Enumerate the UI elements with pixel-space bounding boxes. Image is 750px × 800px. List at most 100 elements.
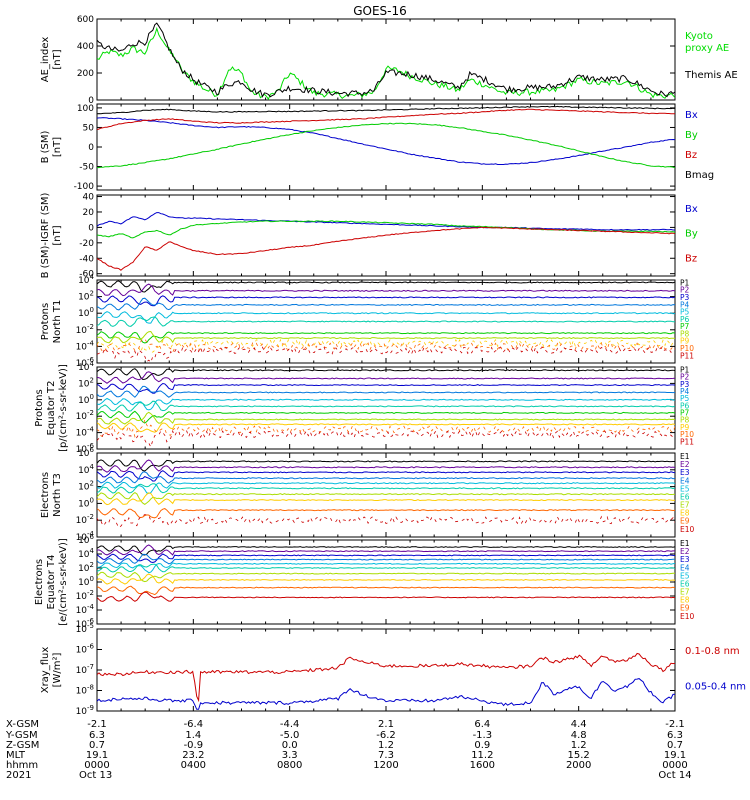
footer-value: 19.1 (664, 750, 686, 761)
footer-value: 2000 (566, 760, 591, 771)
channel-p3 (97, 295, 675, 307)
footer-value: 2.1 (378, 719, 394, 730)
footer-value: -6.2 (376, 730, 396, 741)
footer-value: -2.1 (665, 719, 685, 730)
y-tick-label: 0 (88, 223, 94, 233)
y-axis-label: AE_index [nT] (40, 37, 63, 83)
legend-0-1-0-8-nm: 0.1-0.8 nm (685, 646, 740, 657)
legend-kyoto: Kyoto (685, 31, 713, 42)
plot-area (97, 280, 675, 363)
footer-value: -0.9 (184, 740, 204, 751)
channel-p8 (97, 411, 675, 425)
channel-p2 (97, 283, 675, 297)
footer-value: 1.2 (571, 740, 587, 751)
y-tick-label: 104 (78, 360, 94, 373)
footer-value: 0400 (181, 760, 206, 771)
legend-e5: E5 (680, 571, 690, 580)
footer-value: Oct 13 (79, 770, 112, 781)
y-tick-label: 10-6 (76, 617, 95, 630)
y-tick-label: 200 (77, 69, 94, 79)
channel-p4 (97, 297, 675, 311)
y-tick-label: 104 (78, 463, 94, 476)
chart-title: GOES-16 (353, 4, 407, 18)
y-tick-label: 10-2 (76, 409, 94, 422)
channel-e2 (97, 544, 675, 556)
footer-value: 1.4 (185, 730, 201, 741)
y-tick-label: -100 (74, 182, 95, 192)
legend-e9: E9 (680, 604, 690, 613)
legend-e5: E5 (680, 484, 690, 493)
channel-p2 (97, 371, 675, 384)
legend-e8: E8 (680, 509, 690, 518)
legend-e10: E10 (680, 612, 695, 621)
channel-e5 (97, 562, 675, 574)
y-axis-label-line: Electrons (34, 559, 45, 605)
y-axis-label-line: B (SM)-IGRF (SM) (40, 193, 51, 279)
y-axis-label-line: Electrons (40, 472, 51, 518)
legend-e7: E7 (680, 588, 690, 597)
footer-value: 1.2 (378, 740, 394, 751)
channel-e4 (97, 553, 675, 565)
y-tick-label: 102 (78, 480, 94, 493)
series-line (97, 122, 675, 169)
legend-proxy-ae: proxy AE (685, 43, 729, 54)
plot-area (97, 459, 675, 529)
channel-e7 (97, 491, 675, 506)
footer-value: 19.1 (86, 750, 108, 761)
channel-e6 (97, 563, 675, 573)
channel-p9 (97, 338, 675, 354)
y-tick-label: 10-6 (76, 356, 95, 369)
series-line (97, 117, 675, 165)
y-tick-label: -50 (79, 163, 94, 173)
footer-value: 3.3 (282, 750, 298, 761)
y-axis-label-line: North T1 (52, 300, 63, 344)
channel-p7 (97, 410, 675, 424)
channel-p10 (97, 418, 675, 438)
footer-row-label: 2021 (6, 770, 31, 781)
y-axis-label-line: AE_index (40, 37, 51, 83)
y-tick-label: 10-7 (76, 663, 94, 676)
channel-p9 (97, 422, 675, 433)
footer-value: -1.3 (473, 730, 493, 741)
y-axis-label-line: Equator T4 (46, 555, 57, 610)
y-tick-label: 106 (78, 533, 94, 546)
legend-p7: P7 (680, 322, 690, 331)
footer-value: 6.3 (89, 730, 105, 741)
y-axis-label: B (SM) [nT] (40, 130, 63, 163)
panel-4: 104 102 100 10-2 10-4 10-6 Protons North T1 P1P2… (40, 273, 694, 369)
y-tick-label: 100 (77, 104, 94, 114)
legend-by: By (685, 130, 698, 141)
footer-value: 0.7 (667, 740, 683, 751)
y-axis-label-line: North T3 (52, 473, 63, 517)
footer-value: 1200 (373, 760, 398, 771)
legend-e2: E2 (680, 460, 690, 469)
y-tick-label: 10-4 (76, 339, 95, 352)
channel-e10 (97, 591, 675, 602)
y-axis-label: Electrons North T3 (40, 472, 63, 518)
footer-value: 6.3 (667, 730, 683, 741)
footer-row-label: Z-GSM (6, 740, 39, 751)
y-tick-label: 0 (88, 96, 94, 106)
footer-value: -5.0 (280, 730, 300, 741)
legend-0-05-0-4-nm: 0.05-0.4 nm (685, 682, 746, 693)
footer-value: 0.0 (282, 740, 298, 751)
y-tick-label: 106 (78, 446, 94, 459)
y-axis-label-line: [e/(cm²-s-sr-keV)] (58, 538, 69, 626)
channel-e2 (97, 459, 675, 473)
channel-p8 (97, 330, 675, 344)
channel-p10 (97, 338, 675, 354)
legend-p5: P5 (680, 394, 690, 403)
legend-p11: P11 (680, 437, 694, 446)
footer-value: 6.4 (474, 719, 490, 730)
legend-bx: Bx (685, 110, 698, 121)
channel-e3 (97, 470, 675, 482)
y-tick-label: 10-9 (76, 704, 94, 717)
series-line (97, 22, 675, 98)
legend-e1: E1 (680, 539, 690, 548)
footer-value: 1600 (470, 760, 495, 771)
y-tick-label: 10-2 (76, 513, 94, 526)
legend-e4: E4 (680, 563, 690, 572)
panel-5: 104 102 100 10-2 10-4 10-6 Protons Equator T2 [p… (34, 360, 694, 455)
legend-by: By (685, 229, 698, 240)
footer-value: -4.4 (280, 719, 300, 730)
